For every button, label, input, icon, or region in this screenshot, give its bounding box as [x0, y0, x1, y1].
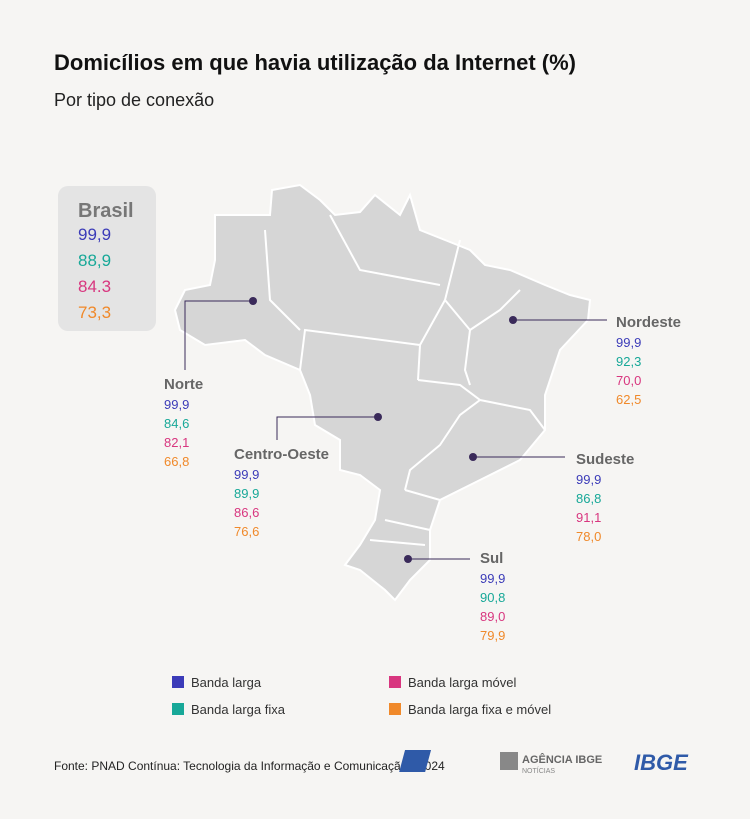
region-dot	[509, 316, 517, 324]
region-value: 62,5	[616, 392, 641, 407]
region-value: 86,6	[234, 505, 259, 520]
region-value: 78,0	[576, 529, 601, 544]
ibge-icon	[399, 750, 432, 772]
region-value: 89,0	[480, 609, 505, 624]
title: Domicílios em que havia utilização da In…	[54, 50, 576, 75]
legend-swatch	[389, 703, 401, 715]
leader-line	[276, 416, 378, 440]
state-borders	[264, 214, 546, 546]
brasil-box	[58, 186, 156, 331]
logo-ibge: IBGE	[634, 750, 689, 775]
region-name: Sudeste	[576, 451, 634, 468]
region-name: Nordeste	[616, 314, 681, 331]
region-value: 99,9	[164, 397, 189, 412]
region-value: 89,9	[234, 486, 259, 501]
region-value: 99,9	[234, 467, 259, 482]
brasil-value: 99,9	[78, 225, 111, 244]
legend-swatch	[389, 676, 401, 688]
legend-swatch	[172, 676, 184, 688]
legend-swatch	[172, 703, 184, 715]
region-value: 99,9	[616, 335, 641, 350]
subtitle: Por tipo de conexão	[54, 90, 214, 110]
region-name: Sul	[480, 550, 503, 567]
logo-noticias: NOTÍCIAS	[522, 766, 555, 775]
region-value: 99,9	[480, 571, 505, 586]
source: Fonte: PNAD Contínua: Tecnologia da Info…	[54, 759, 445, 773]
region-dot	[469, 453, 477, 461]
region-value: 86,8	[576, 491, 601, 506]
region-value: 90,8	[480, 590, 505, 605]
region-value: 70,0	[616, 373, 641, 388]
logo-agencia: AGÊNCIA IBGE	[522, 753, 602, 766]
brasil-value: 88,9	[78, 251, 111, 270]
region-dot	[404, 555, 412, 563]
region-name: Norte	[164, 376, 203, 393]
legend-label: Banda larga	[191, 675, 262, 690]
legend-label: Banda larga móvel	[408, 675, 517, 690]
map	[173, 183, 592, 602]
region-value: 66,8	[164, 454, 189, 469]
region-value: 79,9	[480, 628, 505, 643]
ibge-logo: IBGE	[399, 750, 689, 775]
leader-line	[184, 300, 253, 370]
brazil-outline	[173, 183, 592, 602]
legend-label: Banda larga fixa	[191, 702, 286, 717]
region-value: 99,9	[576, 472, 601, 487]
region-value: 76,6	[234, 524, 259, 539]
region-value: 91,1	[576, 510, 601, 525]
brasil-label: Brasil	[78, 200, 134, 222]
region-dot	[249, 297, 257, 305]
brasil-value: 84.3	[78, 277, 111, 296]
brasil-value: 73,3	[78, 303, 111, 322]
region-dot	[374, 413, 382, 421]
logo-icon	[500, 752, 518, 770]
agencia-logo: AGÊNCIA IBGE NOTÍCIAS	[500, 752, 602, 775]
region-value: 84,6	[164, 416, 189, 431]
region-value: 82,1	[164, 435, 189, 450]
legend-label: Banda larga fixa e móvel	[408, 702, 551, 717]
region-value: 92,3	[616, 354, 641, 369]
region-name: Centro-Oeste	[234, 446, 329, 463]
